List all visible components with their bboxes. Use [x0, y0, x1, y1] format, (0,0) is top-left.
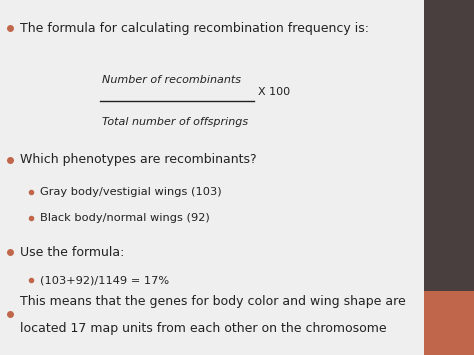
- Text: The formula for calculating recombination frequency is:: The formula for calculating recombinatio…: [20, 22, 369, 35]
- Text: located 17 map units from each other on the chromosome: located 17 map units from each other on …: [20, 322, 386, 335]
- Text: Total number of offsprings: Total number of offsprings: [102, 118, 248, 127]
- Text: Number of recombinants: Number of recombinants: [102, 75, 241, 85]
- Text: Which phenotypes are recombinants?: Which phenotypes are recombinants?: [20, 153, 256, 166]
- Text: This means that the genes for body color and wing shape are: This means that the genes for body color…: [20, 295, 406, 308]
- Text: X 100: X 100: [258, 87, 291, 97]
- Text: Black body/normal wings (92): Black body/normal wings (92): [40, 213, 210, 223]
- Text: (103+92)/1149 = 17%: (103+92)/1149 = 17%: [40, 275, 169, 285]
- Text: Gray body/vestigial wings (103): Gray body/vestigial wings (103): [40, 187, 222, 197]
- Text: Use the formula:: Use the formula:: [20, 246, 124, 258]
